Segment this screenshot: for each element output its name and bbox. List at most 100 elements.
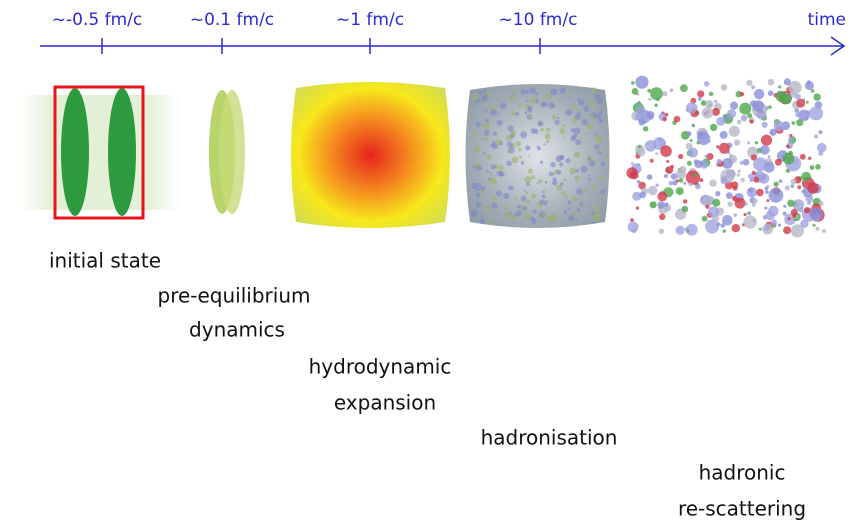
particle	[577, 208, 580, 211]
particle	[715, 191, 720, 196]
particle	[774, 121, 785, 132]
particle	[754, 89, 764, 99]
particle	[574, 128, 581, 135]
particle	[704, 81, 709, 86]
particle	[717, 159, 722, 164]
particle	[717, 222, 721, 226]
particle	[798, 207, 803, 212]
stage-label: initial state	[49, 249, 161, 273]
particle	[734, 139, 740, 145]
particle	[597, 138, 602, 143]
particle	[525, 145, 530, 150]
particle	[480, 219, 485, 224]
particle	[694, 160, 702, 168]
particle	[476, 188, 480, 192]
particle	[491, 109, 497, 115]
time-label: time	[808, 10, 846, 30]
particle	[638, 145, 641, 148]
stage-label: pre-equilibrium	[158, 284, 311, 308]
particle	[801, 172, 811, 182]
particle	[577, 112, 580, 115]
particle	[770, 131, 773, 134]
particle	[648, 186, 658, 196]
particle	[568, 215, 575, 222]
particle	[528, 115, 532, 119]
particle	[565, 194, 569, 198]
particle	[796, 99, 805, 108]
particle	[512, 214, 517, 219]
particle	[795, 112, 800, 117]
particle	[574, 152, 580, 158]
particle	[595, 94, 601, 100]
particle	[590, 100, 596, 106]
particle	[806, 101, 809, 104]
particle	[680, 84, 688, 92]
particle	[765, 190, 769, 194]
particle	[571, 104, 574, 107]
particle	[579, 211, 582, 214]
particle	[750, 179, 753, 182]
particle	[670, 89, 673, 92]
particle	[535, 92, 538, 95]
particle	[639, 192, 646, 199]
images	[20, 76, 827, 238]
particle	[730, 102, 738, 110]
particle	[552, 180, 558, 186]
particle	[630, 171, 638, 179]
particle	[685, 227, 689, 231]
particle	[793, 215, 796, 218]
particle	[814, 134, 818, 138]
particle	[526, 100, 528, 102]
particle	[546, 139, 550, 143]
particle	[533, 209, 537, 213]
particle	[568, 208, 570, 210]
particle	[549, 172, 554, 177]
particle	[523, 206, 527, 210]
particle	[491, 196, 496, 201]
particle	[535, 99, 539, 103]
particle	[568, 92, 571, 95]
particle	[686, 102, 697, 113]
particle	[720, 223, 725, 228]
tick-label: ~1 fm/c	[336, 10, 404, 30]
particle	[737, 120, 742, 125]
stage-label: hadronic	[699, 461, 786, 485]
particle	[585, 132, 588, 135]
particle	[788, 217, 791, 220]
particle	[637, 147, 646, 156]
particle	[783, 205, 786, 208]
particle	[748, 212, 751, 215]
particle	[768, 155, 771, 158]
particle	[630, 218, 634, 222]
particle	[576, 188, 583, 195]
particle	[552, 115, 557, 120]
particle	[537, 145, 539, 147]
particle	[800, 154, 806, 160]
particle	[483, 89, 486, 92]
particle	[593, 216, 599, 222]
particle	[550, 162, 555, 167]
particle	[581, 166, 588, 173]
particle	[659, 214, 665, 220]
particle	[521, 196, 526, 201]
particle	[631, 162, 635, 166]
particle	[496, 191, 502, 197]
particle	[807, 182, 818, 193]
particle	[504, 212, 511, 219]
particle	[521, 161, 525, 165]
particle	[472, 131, 477, 136]
fireball	[291, 82, 450, 228]
particle	[497, 120, 503, 126]
particle	[507, 149, 512, 154]
particle	[492, 144, 498, 150]
particle	[707, 139, 711, 143]
particle	[530, 217, 534, 221]
particle	[561, 191, 565, 195]
particle	[789, 134, 792, 137]
particle	[818, 130, 822, 134]
particle	[578, 99, 584, 105]
particle	[537, 182, 539, 184]
particle	[698, 97, 702, 101]
particle	[543, 143, 545, 145]
particle	[517, 205, 521, 209]
